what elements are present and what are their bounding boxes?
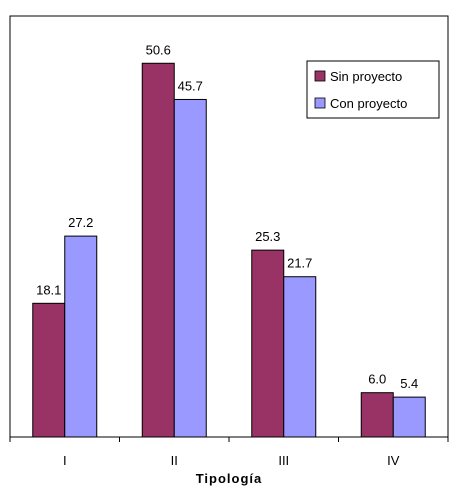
x-axis-title: Tipología (196, 471, 263, 486)
x-tick-label-II: II (171, 453, 178, 468)
bar-sin-proyecto-IV (360, 392, 394, 438)
bar-sin-proyecto-I (32, 302, 66, 438)
legend-swatch-con-proyecto (314, 97, 326, 109)
legend-label-con-proyecto: Con proyecto (330, 96, 407, 111)
value-label-sin-proyecto-III: 25.3 (255, 229, 280, 244)
bar-sin-proyecto-II (141, 62, 175, 438)
x-tick-label-III: III (278, 453, 289, 468)
value-label-con-proyecto-I: 27.2 (68, 215, 93, 230)
bars-layer (32, 62, 426, 438)
value-label-con-proyecto-IV: 5.4 (400, 376, 418, 391)
legend-label-sin-proyecto: Sin proyecto (330, 69, 402, 84)
x-tick-label-I: I (63, 453, 67, 468)
bar-con-proyecto-III (283, 276, 317, 438)
bar-con-proyecto-I (64, 235, 98, 438)
bar-con-proyecto-II (173, 98, 207, 438)
legend-swatch-sin-proyecto (314, 70, 326, 82)
x-ticks-layer: I II III IV (9, 437, 449, 468)
x-tick-label-IV: IV (387, 453, 400, 468)
value-label-con-proyecto-III: 21.7 (287, 256, 312, 271)
bar-sin-proyecto-III (251, 249, 285, 438)
value-label-sin-proyecto-I: 18.1 (36, 282, 61, 297)
legend-box (306, 60, 440, 119)
value-label-sin-proyecto-IV: 6.0 (368, 372, 386, 387)
value-label-sin-proyecto-II: 50.6 (146, 42, 171, 57)
value-label-con-proyecto-II: 45.7 (178, 78, 203, 93)
legend: Sin proyecto Con proyecto (306, 60, 440, 119)
value-labels-layer: 18.1 27.2 50.6 45.7 25.3 21.7 6.0 5.4 (36, 42, 418, 391)
bar-con-proyecto-IV (392, 396, 426, 438)
